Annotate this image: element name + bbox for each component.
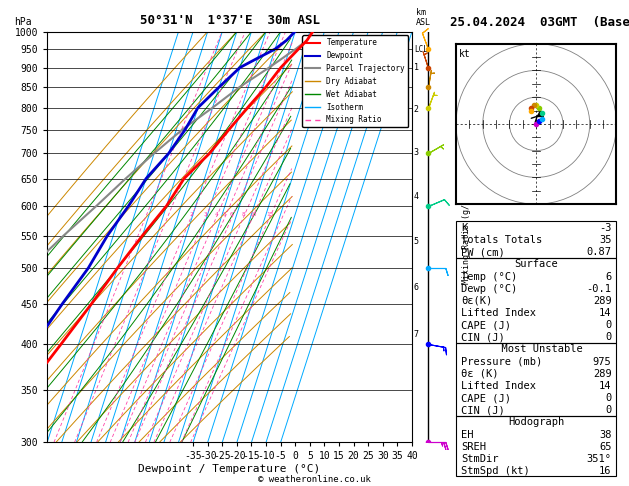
Text: 15: 15 [266, 212, 274, 217]
Text: 65: 65 [599, 442, 611, 451]
Text: 16: 16 [599, 466, 611, 476]
Text: 35: 35 [599, 235, 611, 245]
Text: 0.87: 0.87 [587, 247, 611, 257]
Text: Mixing Ratio (g/kg): Mixing Ratio (g/kg) [462, 190, 471, 284]
Text: SREH: SREH [461, 442, 486, 451]
Text: Dewp (°C): Dewp (°C) [461, 284, 517, 294]
Text: 7: 7 [414, 330, 419, 339]
Text: 6: 6 [605, 272, 611, 281]
Text: 38: 38 [599, 430, 611, 439]
Text: 1: 1 [414, 63, 419, 72]
Text: 6: 6 [414, 283, 419, 292]
Text: 0: 0 [605, 332, 611, 342]
Text: 4: 4 [414, 192, 419, 201]
Text: Lifted Index: Lifted Index [461, 381, 536, 391]
Text: hPa: hPa [14, 17, 32, 28]
Text: 8: 8 [242, 212, 245, 217]
X-axis label: Dewpoint / Temperature (°C): Dewpoint / Temperature (°C) [138, 464, 321, 474]
Text: 289: 289 [593, 296, 611, 306]
Text: 3: 3 [204, 212, 208, 217]
Text: Most Unstable: Most Unstable [489, 345, 583, 354]
Text: 975: 975 [593, 357, 611, 366]
Text: CAPE (J): CAPE (J) [461, 393, 511, 403]
Text: -3: -3 [599, 223, 611, 233]
Text: Hodograph: Hodograph [508, 417, 564, 427]
Text: 0: 0 [605, 320, 611, 330]
Text: StmSpd (kt): StmSpd (kt) [461, 466, 530, 476]
Text: kt: kt [459, 49, 471, 58]
Text: km
ASL: km ASL [416, 8, 431, 28]
Text: 6: 6 [230, 212, 234, 217]
Text: 25.04.2024  03GMT  (Base: 00): 25.04.2024 03GMT (Base: 00) [450, 16, 629, 29]
Text: StmDir: StmDir [461, 454, 498, 464]
Legend: Temperature, Dewpoint, Parcel Trajectory, Dry Adiabat, Wet Adiabat, Isotherm, Mi: Temperature, Dewpoint, Parcel Trajectory… [302, 35, 408, 127]
Text: CIN (J): CIN (J) [461, 332, 504, 342]
Text: 351°: 351° [587, 454, 611, 464]
Text: 5: 5 [414, 237, 419, 246]
Text: 2: 2 [414, 105, 419, 114]
Text: 5: 5 [223, 212, 226, 217]
Text: 14: 14 [599, 381, 611, 391]
Text: Surface: Surface [515, 260, 558, 269]
Text: -0.1: -0.1 [587, 284, 611, 294]
Text: 2: 2 [189, 212, 193, 217]
Text: 50°31'N  1°37'E  30m ASL: 50°31'N 1°37'E 30m ASL [140, 14, 320, 27]
Text: 289: 289 [593, 369, 611, 379]
Text: 14: 14 [599, 308, 611, 318]
Text: K: K [461, 223, 467, 233]
Text: EH: EH [461, 430, 474, 439]
Text: CAPE (J): CAPE (J) [461, 320, 511, 330]
Text: CIN (J): CIN (J) [461, 405, 504, 415]
Text: © weatheronline.co.uk: © weatheronline.co.uk [258, 474, 371, 484]
Text: 0: 0 [605, 393, 611, 403]
Text: 4: 4 [214, 212, 218, 217]
Text: 0: 0 [605, 405, 611, 415]
Text: LCL: LCL [414, 45, 428, 53]
Text: Temp (°C): Temp (°C) [461, 272, 517, 281]
Text: Totals Totals: Totals Totals [461, 235, 542, 245]
Text: Lifted Index: Lifted Index [461, 308, 536, 318]
Text: 10: 10 [249, 212, 256, 217]
Text: θε (K): θε (K) [461, 369, 498, 379]
Text: 3: 3 [414, 148, 419, 157]
Text: θε(K): θε(K) [461, 296, 492, 306]
Text: Pressure (mb): Pressure (mb) [461, 357, 542, 366]
Text: PW (cm): PW (cm) [461, 247, 504, 257]
